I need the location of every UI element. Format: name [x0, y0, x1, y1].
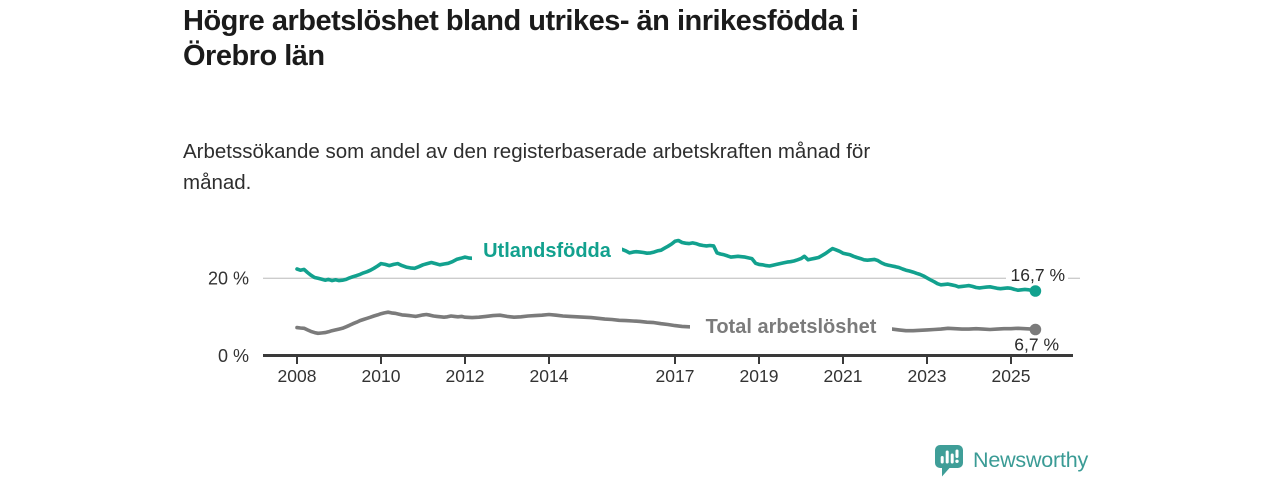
x-tick-label-2025: 2025 — [992, 366, 1031, 386]
title-line-2: Örebro län — [183, 40, 325, 72]
y-tick-label-0: 0 % — [218, 346, 249, 366]
series-line-1 — [295, 310, 1038, 336]
x-tick-label-2017: 2017 — [656, 366, 695, 386]
title-line-1: Högre arbetslöshet bland utrikes- än inr… — [183, 5, 859, 37]
x-tick-label-2012: 2012 — [446, 366, 485, 386]
series-end-dot-0 — [1029, 285, 1042, 297]
x-axis-ticks: 2008 2010 2012 2014 2017 2019 2021 2023 2025 — [278, 357, 1031, 386]
x-tick-label-2014: 2014 — [530, 366, 569, 386]
teal-value-backing — [1006, 265, 1068, 284]
utlandsfodda-label-backing — [472, 238, 622, 261]
logo-exclamation-dot — [955, 459, 959, 463]
x-tick-label-2023: 2023 — [908, 366, 947, 386]
total-series-label: Total arbetslöshet — [706, 316, 877, 338]
series-line-0 — [295, 238, 1038, 293]
total-label-backing — [690, 314, 892, 337]
x-tick-label-2019: 2019 — [740, 366, 779, 386]
logo-bubble-shape — [935, 445, 963, 477]
subtitle-line-2: månad. — [183, 171, 252, 194]
series-group — [295, 238, 1038, 336]
series-end-dot-1 — [1029, 323, 1042, 336]
y-tick-label-20: 20 % — [208, 269, 249, 289]
x-tick-label-2010: 2010 — [362, 366, 401, 386]
total-end-value: 6,7 % — [1014, 335, 1059, 355]
utlandsfodda-end-value: 16,7 % — [1011, 265, 1065, 285]
x-tick-label-2021: 2021 — [824, 366, 863, 386]
newsworthy-logo: Newsworthy — [934, 444, 1088, 477]
x-tick-label-2008: 2008 — [278, 366, 317, 386]
logo-bar-chart-glyph — [940, 449, 959, 464]
end-dots-group — [1029, 285, 1042, 336]
newsworthy-logo-text: Newsworthy — [973, 448, 1089, 472]
page-title: Högre arbetslöshet bland utrikes- än inr… — [183, 4, 1143, 74]
utlandsfodda-series-label: Utlandsfödda — [483, 240, 612, 262]
subtitle-line-1: Arbetssökande som andel av den registerb… — [183, 140, 871, 163]
newsworthy-logo-icon — [935, 445, 963, 477]
chart-subtitle: Arbetssökande som andel av den registerb… — [183, 136, 1083, 198]
